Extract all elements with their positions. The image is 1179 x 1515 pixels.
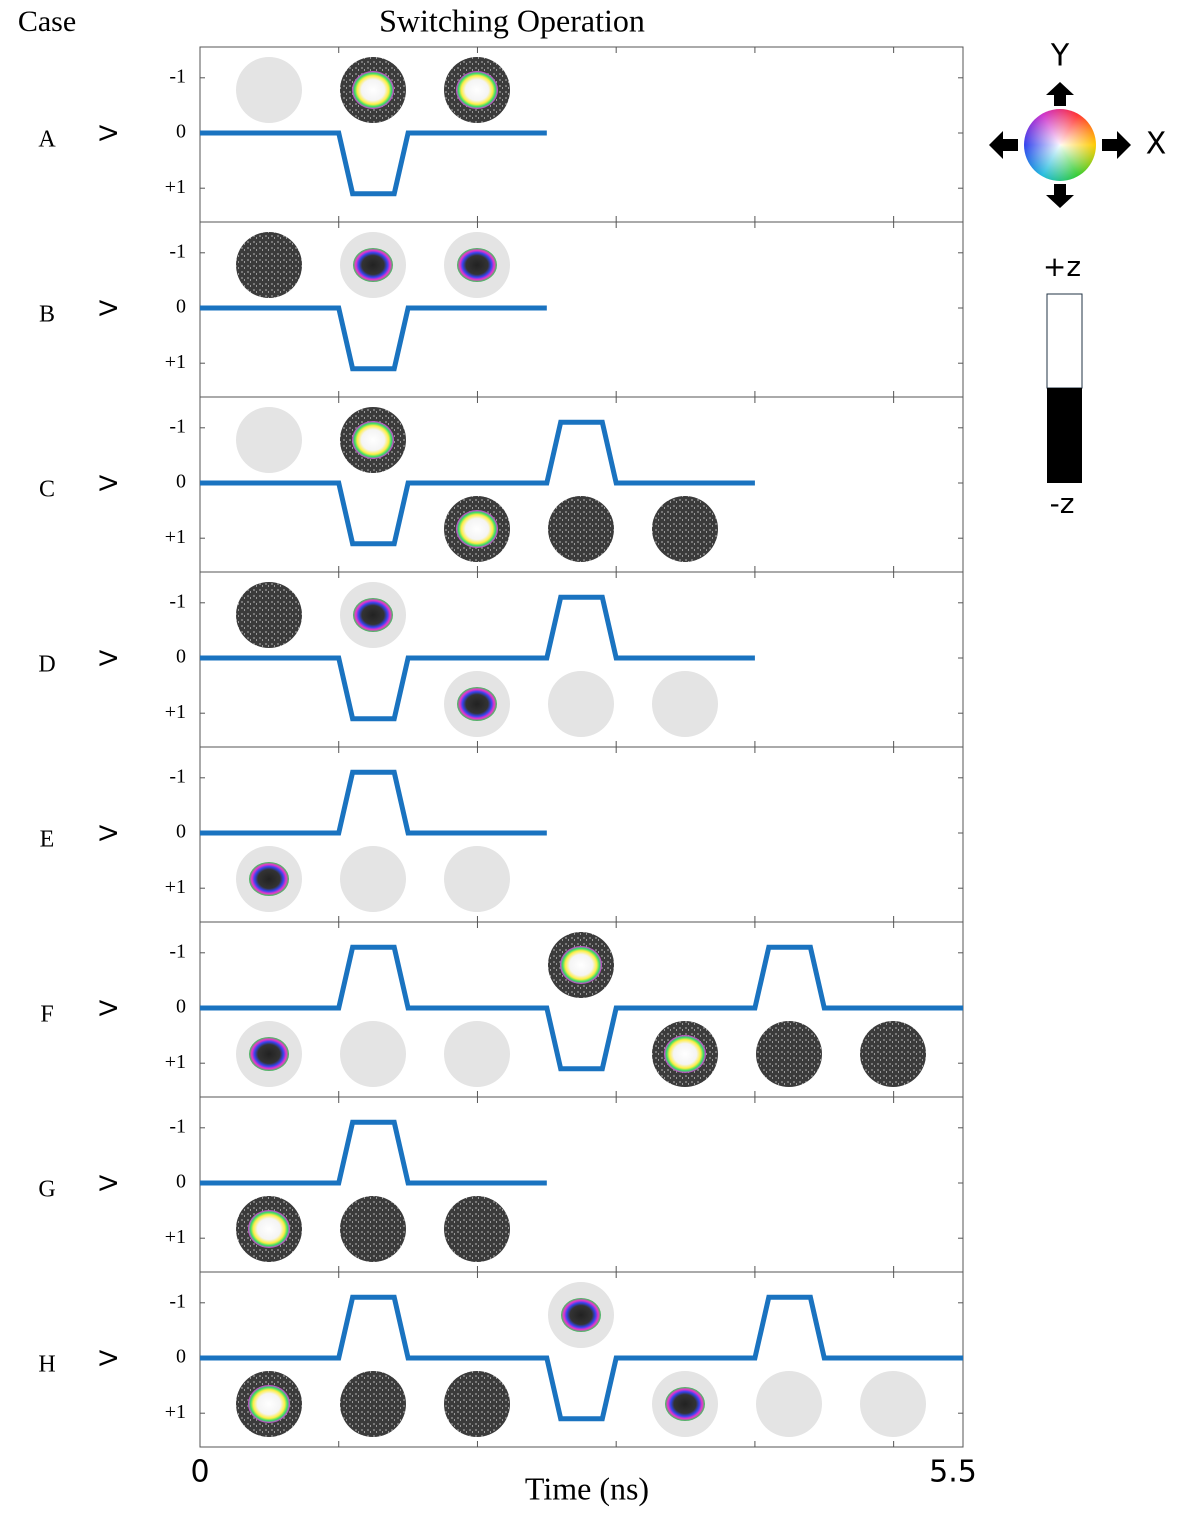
case-label: A	[38, 127, 56, 153]
voltage-line	[200, 133, 547, 194]
y-tick-label: +1	[165, 1051, 186, 1073]
snapshot-core	[665, 1387, 705, 1421]
y-axis-label: V	[95, 649, 123, 666]
snapshot-core	[353, 598, 393, 632]
y-tick-label: 0	[176, 646, 186, 668]
y-tick-label: +1	[165, 1226, 186, 1248]
y-tick-label: 0	[176, 821, 186, 843]
chart: Case Switching Operation Time (ns) Y X +…	[0, 0, 1179, 1515]
y-tick-label: 0	[176, 121, 186, 143]
case-label: E	[40, 827, 55, 853]
y-tick-label: +1	[165, 351, 186, 373]
legend-plus-z: +z	[1043, 250, 1081, 283]
snapshot-core	[352, 71, 394, 109]
snapshot-core	[561, 1298, 601, 1332]
y-tick-label: -1	[169, 1290, 186, 1312]
x-axis-label: Time (ns)	[525, 1470, 649, 1506]
snapshot	[652, 671, 718, 737]
snapshot	[236, 407, 302, 473]
y-tick-label: -1	[169, 1115, 186, 1137]
y-tick-label: +1	[165, 876, 186, 898]
snapshot-core	[664, 1035, 706, 1073]
case-label: D	[38, 652, 55, 678]
snapshot-core	[353, 248, 393, 282]
snapshot-core	[248, 1385, 290, 1423]
snapshot	[444, 1371, 510, 1437]
y-tick-label: +1	[165, 176, 186, 198]
snapshot	[860, 1371, 926, 1437]
snapshot-core	[457, 687, 497, 721]
voltage-line	[200, 308, 547, 369]
snapshot	[340, 1196, 406, 1262]
y-tick-label: -1	[169, 590, 186, 612]
y-axis-label: V	[95, 1349, 123, 1366]
colorbar-top	[1047, 294, 1082, 388]
y-tick-label: -1	[169, 940, 186, 962]
arrow-down	[1046, 184, 1074, 208]
case-label: H	[38, 1352, 55, 1378]
y-axis-label: V	[95, 824, 123, 841]
chart-title: Switching Operation	[379, 2, 645, 38]
y-tick-label: 0	[176, 1171, 186, 1193]
snapshot-core	[249, 862, 289, 896]
case-label: G	[38, 1177, 55, 1203]
snapshot	[860, 1021, 926, 1087]
snapshot	[236, 232, 302, 298]
snapshot	[444, 1196, 510, 1262]
snapshot	[236, 582, 302, 648]
arrow-right	[1102, 131, 1131, 159]
snapshot-core	[248, 1210, 290, 1248]
snapshot-core	[352, 421, 394, 459]
snapshot	[756, 1371, 822, 1437]
y-tick-label: -1	[169, 240, 186, 262]
snapshot-core	[456, 510, 498, 548]
snapshot	[340, 846, 406, 912]
y-tick-label: +1	[165, 526, 186, 548]
y-axis-label: V	[95, 999, 123, 1016]
snapshot	[340, 1371, 406, 1437]
colorbar-bottom	[1047, 388, 1082, 483]
y-tick-label: 0	[176, 1346, 186, 1368]
legend-minus-z: -z	[1050, 487, 1075, 520]
snapshot	[444, 1021, 510, 1087]
snapshot	[756, 1021, 822, 1087]
arrow-left	[989, 131, 1018, 159]
snapshot-core	[249, 1037, 289, 1071]
y-tick-label: 0	[176, 471, 186, 493]
y-tick-label: 0	[176, 296, 186, 318]
x-tick-label: 5.5	[929, 1455, 977, 1490]
y-tick-label: +1	[165, 1401, 186, 1423]
snapshot-core	[457, 248, 497, 282]
legend-y: Y	[1050, 39, 1070, 74]
y-axis-label: V	[95, 299, 123, 316]
y-axis-label: V	[95, 474, 123, 491]
y-axis-label: V	[95, 124, 123, 141]
voltage-line	[200, 772, 547, 833]
snapshot	[652, 496, 718, 562]
arrow-up	[1046, 82, 1074, 106]
case-header: Case	[18, 5, 76, 38]
y-tick-label: -1	[169, 65, 186, 87]
snapshot	[236, 57, 302, 123]
snapshot	[444, 846, 510, 912]
y-tick-label: -1	[169, 765, 186, 787]
snapshot-core	[456, 71, 498, 109]
case-label: F	[40, 1002, 53, 1028]
figure: Case Switching Operation Time (ns) Y X +…	[0, 0, 1179, 1515]
y-tick-label: -1	[169, 415, 186, 437]
y-tick-label: 0	[176, 996, 186, 1018]
color-wheel	[1024, 109, 1096, 181]
snapshot	[548, 671, 614, 737]
case-label: C	[39, 477, 55, 503]
snapshot-core	[560, 946, 602, 984]
snapshot	[340, 1021, 406, 1087]
y-tick-label: +1	[165, 701, 186, 723]
y-axis-label: V	[95, 1174, 123, 1191]
legend-x: X	[1146, 127, 1167, 162]
x-tick-label: 0	[190, 1455, 209, 1490]
snapshot	[548, 496, 614, 562]
voltage-line	[200, 1122, 547, 1183]
case-label: B	[39, 302, 55, 328]
